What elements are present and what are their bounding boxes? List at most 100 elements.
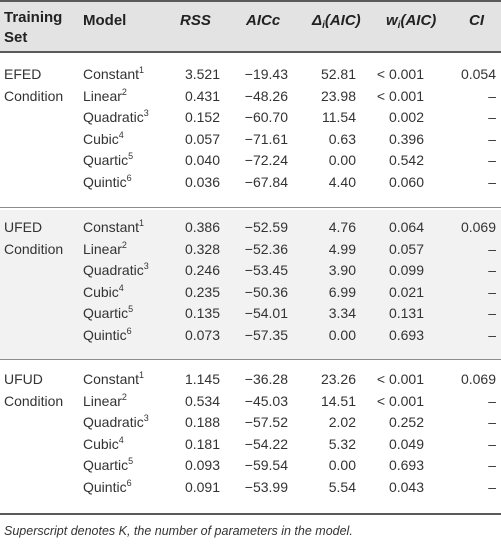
aicc-value: −53.99 bbox=[244, 478, 288, 495]
rss-value: 0.235 bbox=[184, 283, 220, 300]
aicc-value: −50.36 bbox=[244, 283, 288, 300]
rss-value: 0.152 bbox=[184, 109, 220, 125]
model-name: Quintic6 bbox=[83, 326, 132, 344]
delta-value: 0.00 bbox=[328, 457, 356, 473]
rss-value: 0.181 bbox=[184, 435, 220, 452]
parameter-count: 5 bbox=[128, 304, 134, 314]
training-set-condition: Condition bbox=[4, 393, 64, 409]
footnote: Superscript denotes K, the number of par… bbox=[4, 524, 353, 538]
aicc-value: −57.52 bbox=[244, 414, 288, 430]
parameter-count: 4 bbox=[118, 282, 124, 293]
model-name: Cubic4 bbox=[83, 435, 124, 453]
ci-value: – bbox=[488, 414, 496, 430]
ci-value: – bbox=[488, 130, 496, 147]
aicc-value: −45.03 bbox=[244, 392, 288, 409]
parameter-count: 6 bbox=[126, 325, 132, 336]
w-value: 0.021 bbox=[388, 283, 424, 300]
delta-value: 52.81 bbox=[320, 66, 356, 82]
section-ufed: UFED Condition Constant1 0.386 −52.59 4.76 0.0… bbox=[0, 210, 501, 360]
model-name: Quadratic3 bbox=[83, 108, 149, 126]
aicc-value: −59.54 bbox=[244, 457, 288, 473]
model-name: Cubic4 bbox=[83, 283, 124, 301]
header-model: Model bbox=[83, 12, 127, 29]
aicc-value: −54.01 bbox=[244, 305, 288, 321]
ci-value: 0.069 bbox=[460, 219, 496, 235]
parameter-count: 2 bbox=[121, 86, 127, 97]
model-label: Cubic bbox=[83, 435, 119, 452]
rss-value: 0.040 bbox=[184, 152, 220, 168]
ci-value: – bbox=[488, 262, 496, 278]
model-name: Quartic5 bbox=[83, 456, 133, 474]
training-set-name: UFED bbox=[4, 219, 43, 235]
aicc-value: −71.61 bbox=[244, 130, 288, 147]
rss-value: 0.036 bbox=[184, 173, 220, 190]
parameter-count: 1 bbox=[139, 218, 145, 228]
section-divider bbox=[0, 207, 501, 208]
header-training-set-line2: Set bbox=[4, 29, 28, 46]
header-delta-aic: Δi(AIC) bbox=[312, 11, 361, 36]
w-value: 0.099 bbox=[388, 262, 424, 278]
w-value: 0.131 bbox=[388, 305, 424, 321]
delta-value: 4.99 bbox=[328, 240, 356, 257]
ci-value: – bbox=[488, 326, 496, 343]
model-name: Constant1 bbox=[83, 65, 144, 83]
aicc-value: −72.24 bbox=[244, 152, 288, 168]
rss-value: 0.073 bbox=[184, 326, 220, 343]
header-weight-aic: wi(AIC) bbox=[386, 11, 436, 36]
w-value: 0.002 bbox=[388, 109, 424, 125]
model-name: Quintic6 bbox=[83, 478, 132, 496]
model-name: Constant1 bbox=[83, 218, 144, 236]
table-bottom-rule bbox=[0, 513, 501, 515]
section-ufud: UFUD Condition Constant1 1.145 −36.28 23.26 < … bbox=[0, 362, 501, 512]
delta-value: 0.00 bbox=[328, 326, 356, 343]
aicc-value: −57.35 bbox=[244, 326, 288, 343]
model-label: Quintic bbox=[83, 478, 127, 495]
w-value: 0.693 bbox=[388, 326, 424, 343]
model-label: Quintic bbox=[83, 173, 127, 190]
model-label: Quartic bbox=[83, 152, 129, 168]
rss-value: 0.386 bbox=[184, 219, 220, 235]
parameter-count: 2 bbox=[121, 239, 127, 250]
delta-value: 14.51 bbox=[320, 392, 356, 409]
model-name: Quadratic3 bbox=[83, 261, 149, 279]
model-label: Quartic bbox=[83, 305, 129, 321]
w-value: < 0.001 bbox=[376, 87, 424, 104]
rss-value: 0.093 bbox=[184, 457, 220, 473]
ci-value: – bbox=[488, 240, 496, 257]
rss-value: 0.135 bbox=[184, 305, 220, 321]
aicc-value: −53.45 bbox=[244, 262, 288, 278]
aicc-value: −60.70 bbox=[244, 109, 288, 125]
model-label: Quadratic bbox=[83, 109, 144, 125]
header-ci: CI bbox=[469, 12, 484, 29]
aicc-value: −48.26 bbox=[244, 87, 288, 104]
delta-value: 6.99 bbox=[328, 283, 356, 300]
model-label: Constant bbox=[83, 66, 140, 82]
header-aicc: AICc bbox=[246, 12, 281, 29]
w-value: 0.043 bbox=[388, 478, 424, 495]
delta-value: 5.54 bbox=[328, 478, 356, 495]
parameter-count: 5 bbox=[128, 151, 134, 161]
w-value: < 0.001 bbox=[376, 371, 424, 387]
model-label: Quintic bbox=[83, 326, 127, 343]
ci-value: – bbox=[488, 283, 496, 300]
header-training-set-line1: Training bbox=[4, 9, 63, 26]
parameter-count: 1 bbox=[139, 65, 145, 75]
delta-value: 0.63 bbox=[328, 130, 356, 147]
delta-value: 0.00 bbox=[328, 152, 356, 168]
header-training-set: Training Set bbox=[4, 8, 62, 48]
parameter-count: 4 bbox=[118, 434, 124, 445]
section-efed: EFED Condition Constant1 3.521 −19.43 52.81 < … bbox=[0, 57, 501, 207]
parameter-count: 6 bbox=[126, 477, 132, 488]
parameter-count: 1 bbox=[139, 370, 145, 380]
aicc-value: −19.43 bbox=[244, 66, 288, 82]
training-set-label: EFED Condition bbox=[4, 63, 63, 107]
ci-value: – bbox=[488, 457, 496, 473]
rss-value: 1.145 bbox=[184, 371, 220, 387]
w-value: 0.693 bbox=[388, 457, 424, 473]
delta-value: 4.76 bbox=[328, 219, 356, 235]
rss-value: 0.328 bbox=[184, 240, 220, 257]
delta-value: 2.02 bbox=[328, 414, 356, 430]
section-divider bbox=[0, 359, 501, 360]
w-value: 0.049 bbox=[388, 435, 424, 452]
